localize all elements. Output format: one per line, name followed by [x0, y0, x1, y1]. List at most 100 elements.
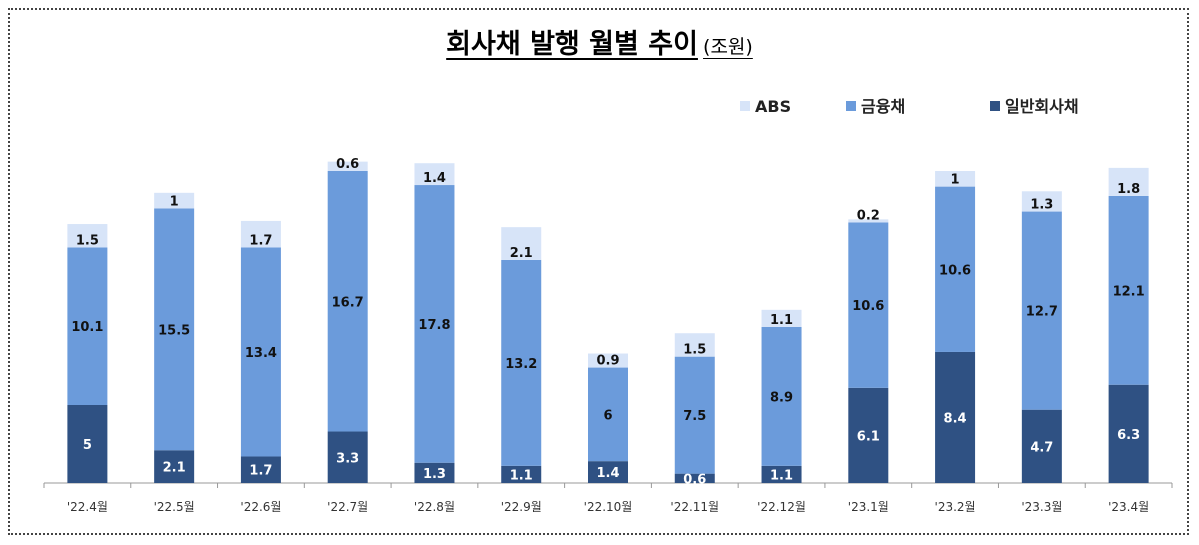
bar-금융채	[154, 208, 195, 451]
legend-swatch	[990, 101, 1000, 111]
data-label: 1.5	[683, 343, 706, 358]
bar-금융채	[674, 356, 715, 474]
data-label: 17.8	[418, 318, 450, 333]
bar-금융채	[1021, 211, 1062, 410]
data-label: 1.5	[76, 233, 99, 248]
data-label: 7.5	[683, 409, 706, 424]
bar-금융채	[588, 367, 628, 462]
bar-금융채	[414, 185, 455, 463]
x-tick-label: '23.3월	[1021, 500, 1062, 514]
bar-일반회사채	[240, 456, 281, 483]
data-label: 8.9	[770, 390, 793, 405]
x-tick-label: '22.9월	[501, 500, 542, 514]
data-label: 1.1	[770, 468, 793, 483]
x-tick-label: '23.2월	[935, 500, 976, 514]
x-tick-label: '22.4월	[67, 500, 108, 514]
data-label: 2.1	[163, 461, 186, 476]
legend-swatch	[740, 101, 750, 111]
bar-ABS	[935, 171, 976, 187]
data-label: 6.1	[857, 429, 880, 444]
bar-일반회사채	[674, 473, 715, 483]
data-label: 1.4	[423, 171, 446, 186]
data-label: 1.1	[770, 313, 793, 328]
data-label: 1.7	[249, 464, 272, 479]
chart-frame	[8, 8, 1189, 535]
bar-ABS	[588, 353, 628, 368]
bar-일반회사채	[501, 465, 542, 483]
data-label: 0.9	[596, 354, 619, 369]
bar-ABS	[414, 163, 455, 186]
bar-ABS	[327, 161, 368, 171]
bar-금융채	[327, 171, 368, 432]
bar-일반회사채	[935, 351, 976, 483]
data-label: 12.1	[1113, 284, 1145, 299]
bar-금융채	[761, 327, 802, 466]
x-tick-label: '22.5월	[154, 500, 195, 514]
bar-일반회사채	[588, 461, 628, 483]
bar-금융채	[501, 259, 542, 466]
legend-swatch	[846, 101, 856, 111]
data-label: 0.6	[336, 157, 359, 172]
bar-ABS	[240, 220, 281, 248]
legend-label: 일반회사채	[1005, 97, 1079, 116]
data-label: 2.1	[510, 246, 533, 261]
legend-label: ABS	[755, 97, 791, 116]
x-tick-label: '22.11월	[670, 500, 719, 514]
bar-ABS	[1108, 167, 1149, 196]
data-label: 3.3	[336, 451, 359, 466]
data-label: 10.6	[939, 263, 971, 278]
bar-일반회사채	[1108, 384, 1149, 483]
bar-ABS	[761, 309, 802, 327]
bar-금융채	[1108, 195, 1149, 385]
data-label: 1.1	[510, 468, 533, 483]
bar-일반회사채	[761, 465, 802, 483]
data-label: 0.2	[857, 208, 880, 223]
bar-ABS	[501, 227, 542, 260]
legend-label: 금융채	[861, 97, 905, 116]
bar-금융채	[935, 186, 976, 352]
x-tick-label: '22.10월	[584, 500, 633, 514]
data-label: 10.6	[852, 299, 884, 314]
bar-일반회사채	[848, 387, 889, 483]
chart-title-text: 회사채 발행 월별 추이	[446, 29, 698, 60]
bar-ABS	[67, 224, 108, 248]
bar-금융채	[67, 247, 108, 405]
x-tick-label: '22.12월	[757, 500, 806, 514]
data-label: 1.7	[249, 233, 272, 248]
data-label: 15.5	[158, 323, 190, 338]
bar-일반회사채	[1021, 409, 1062, 483]
data-label: 13.4	[245, 346, 277, 361]
x-tick-label: '23.1월	[848, 500, 889, 514]
x-tick-label: '22.8월	[414, 500, 455, 514]
data-label: 10.1	[71, 320, 103, 335]
data-label: 4.7	[1030, 440, 1053, 455]
bar-일반회사채	[154, 450, 195, 483]
x-tick-label: '23.4월	[1108, 500, 1149, 514]
data-label: 12.7	[1026, 305, 1058, 320]
bar-일반회사채	[327, 431, 368, 483]
chart-title: 회사채 발행 월별 추이 (조원)	[0, 22, 1199, 61]
bar-금융채	[848, 222, 889, 388]
data-label: 1.4	[596, 466, 619, 481]
bar-금융채	[240, 247, 281, 457]
data-label: 1	[951, 173, 960, 188]
x-tick-label: '22.6월	[240, 500, 281, 514]
data-label: 16.7	[332, 295, 364, 310]
data-label: 8.4	[944, 411, 967, 426]
data-label: 6	[603, 408, 612, 423]
x-tick-label: '22.7월	[327, 500, 368, 514]
data-label: 5	[83, 438, 92, 453]
data-label: 13.2	[505, 357, 537, 372]
data-label: 1.3	[423, 467, 446, 482]
bar-ABS	[848, 219, 889, 223]
bar-ABS	[1021, 191, 1062, 212]
data-label: 6.3	[1117, 428, 1140, 443]
data-label: 1.8	[1117, 182, 1140, 197]
data-label: 1.3	[1030, 198, 1053, 213]
bar-일반회사채	[67, 405, 108, 483]
bar-ABS	[154, 192, 195, 209]
bar-일반회사채	[414, 462, 455, 483]
data-label: 1	[170, 194, 179, 209]
bar-ABS	[674, 333, 715, 357]
